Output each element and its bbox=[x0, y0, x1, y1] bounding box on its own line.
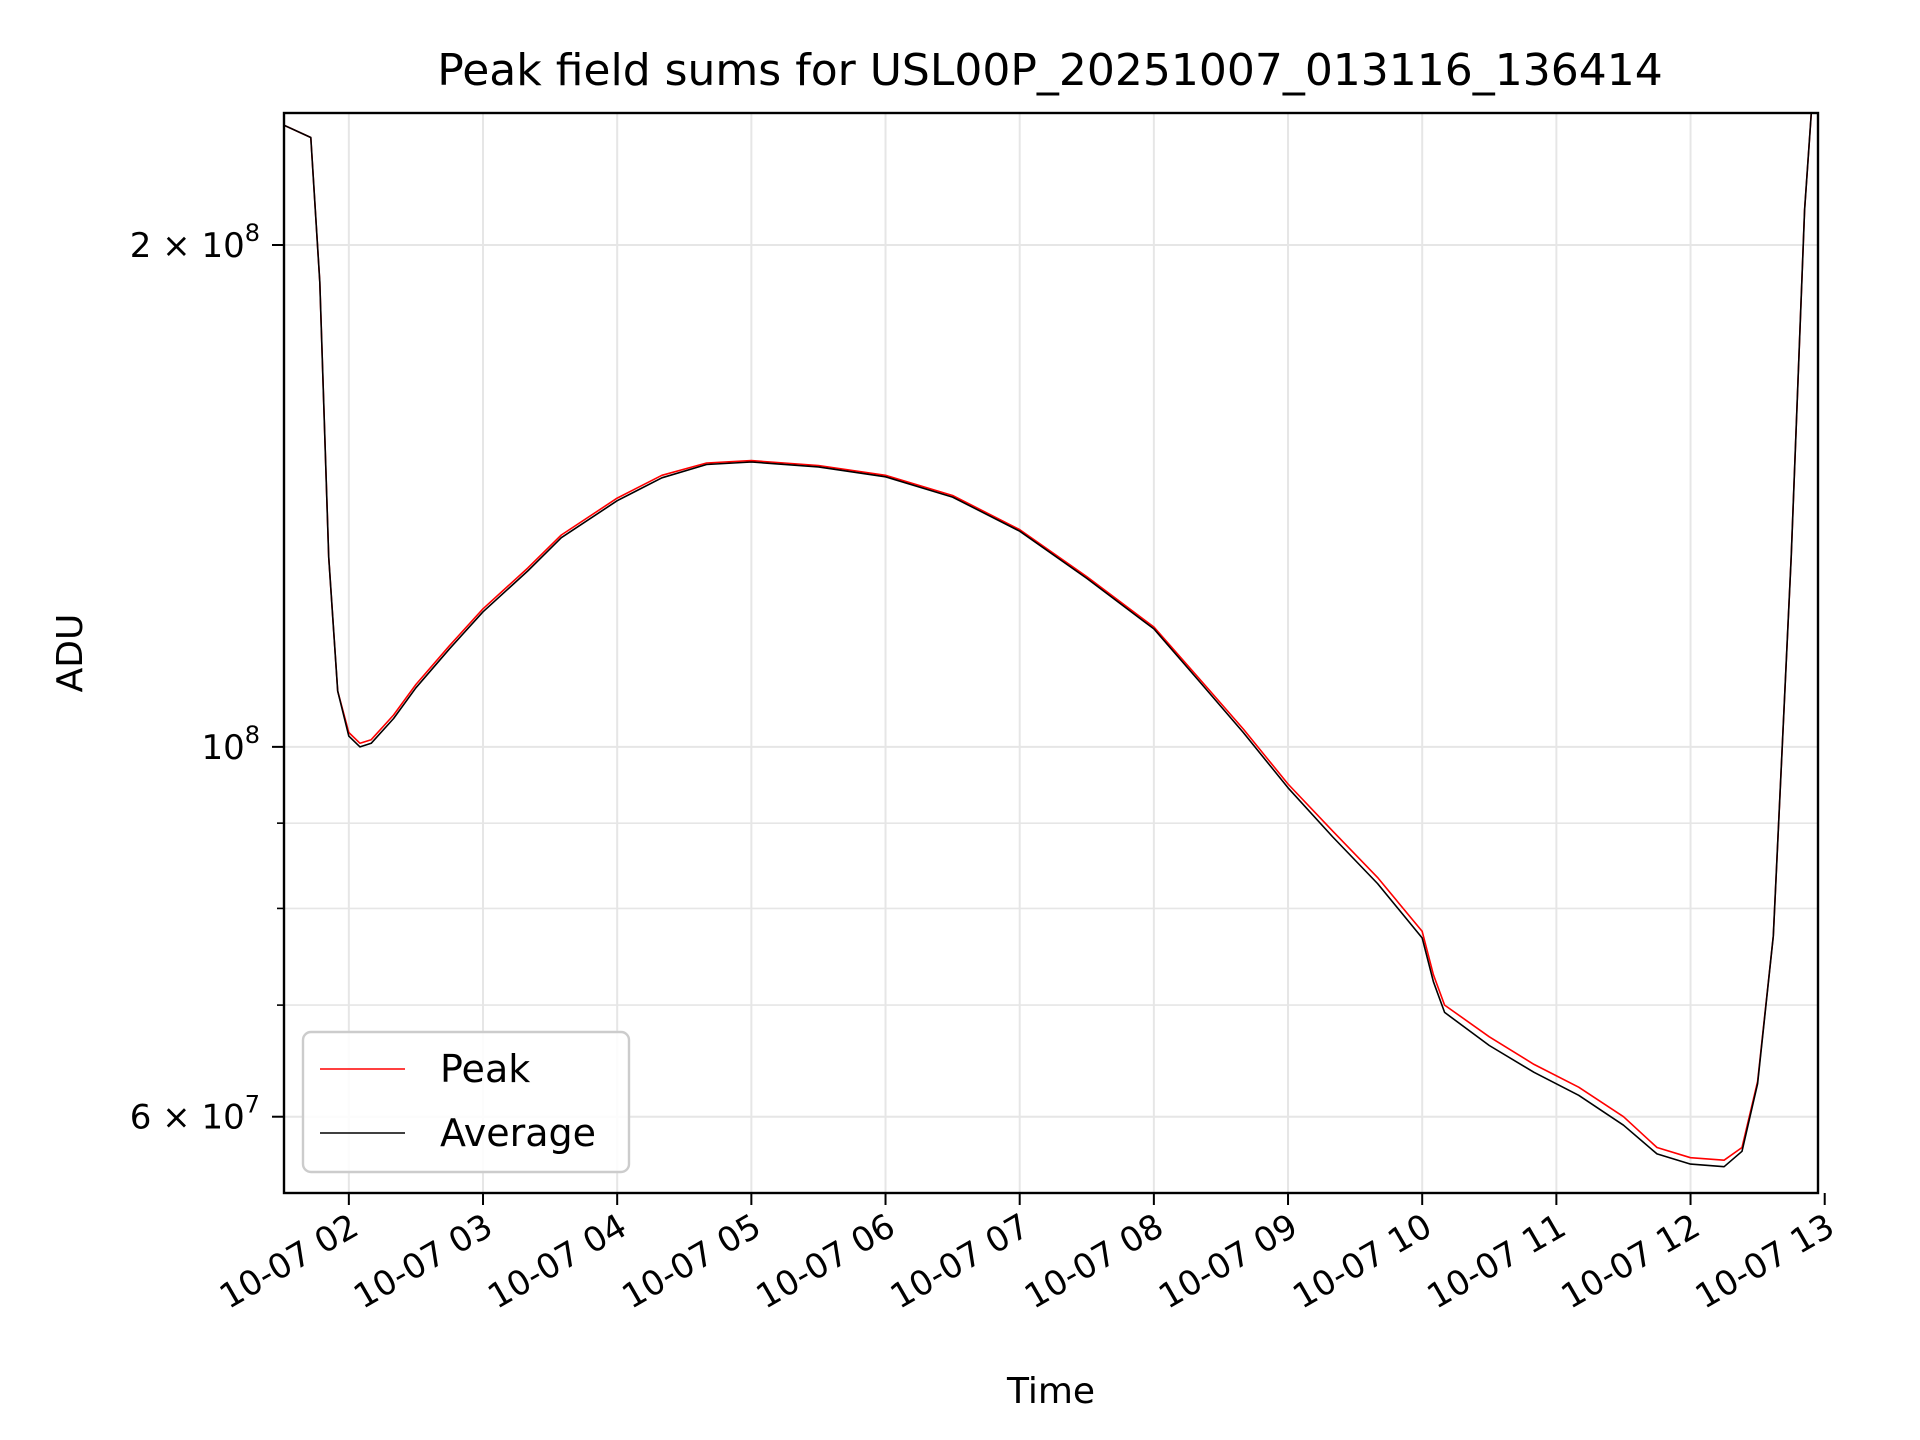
y-axis: 2 × 108 108 6 × 107 bbox=[130, 219, 284, 1138]
y-axis-label: ADU bbox=[50, 614, 91, 693]
legend-peak-label: Peak bbox=[440, 1047, 530, 1091]
y-tick-label: 108 bbox=[201, 721, 260, 768]
y-tick-label: 6 × 107 bbox=[130, 1091, 260, 1138]
plot-series bbox=[284, 113, 1813, 1168]
legend: Peak Average bbox=[301, 1030, 631, 1174]
legend-box bbox=[301, 1030, 631, 1174]
grid-lines bbox=[284, 113, 1818, 1193]
plot-frame bbox=[282, 111, 1820, 1195]
x-axis-label: Time bbox=[1006, 1371, 1095, 1412]
chart-title: Peak field sums for USL00P_20251007_0131… bbox=[437, 45, 1663, 96]
series-line-average bbox=[284, 113, 1813, 1168]
legend-average-label: Average bbox=[440, 1111, 596, 1155]
y-tick-label: 2 × 108 bbox=[130, 219, 260, 266]
series-line-peak bbox=[284, 113, 1813, 1161]
